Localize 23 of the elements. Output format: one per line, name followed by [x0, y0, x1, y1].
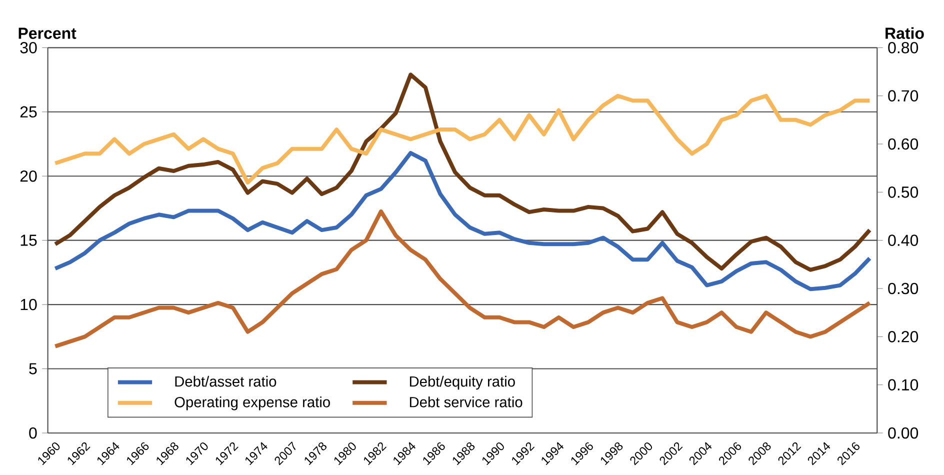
legend-label: Debt/asset ratio	[175, 376, 276, 387]
y2-tick-label: 0.70	[888, 90, 918, 102]
y-tick-label: 10	[20, 299, 37, 310]
y-tick-label: 15	[20, 234, 37, 246]
y2-tick-label: 0.40	[888, 234, 918, 246]
line-series	[53, 72, 872, 272]
legend-label: Operating expense ratio	[174, 396, 330, 410]
y2-tick-label: 0.80	[888, 42, 918, 54]
y2-tick-label: 0.60	[888, 138, 918, 150]
y-tick-label: 5	[29, 363, 37, 375]
legend-label: Debt service ratio	[410, 396, 522, 408]
y-tick-label: 20	[20, 170, 37, 182]
y-axis-title: Percent	[18, 28, 76, 40]
y2-tick-label: 0.00	[888, 428, 918, 439]
legend-label: Debt/equity ratio	[410, 376, 515, 390]
y-tick-label: 30	[20, 42, 37, 54]
y-tick-label: 25	[20, 106, 37, 118]
y2-tick-label: 0.50	[888, 186, 918, 198]
y2-tick-label: 0.10	[888, 379, 918, 391]
y2-tick-label: 0.30	[888, 283, 918, 294]
y2-tick-label: 0.20	[888, 331, 918, 342]
y-tick-label: 0	[29, 428, 37, 439]
y2-axis-title: Ratio	[886, 27, 924, 40]
